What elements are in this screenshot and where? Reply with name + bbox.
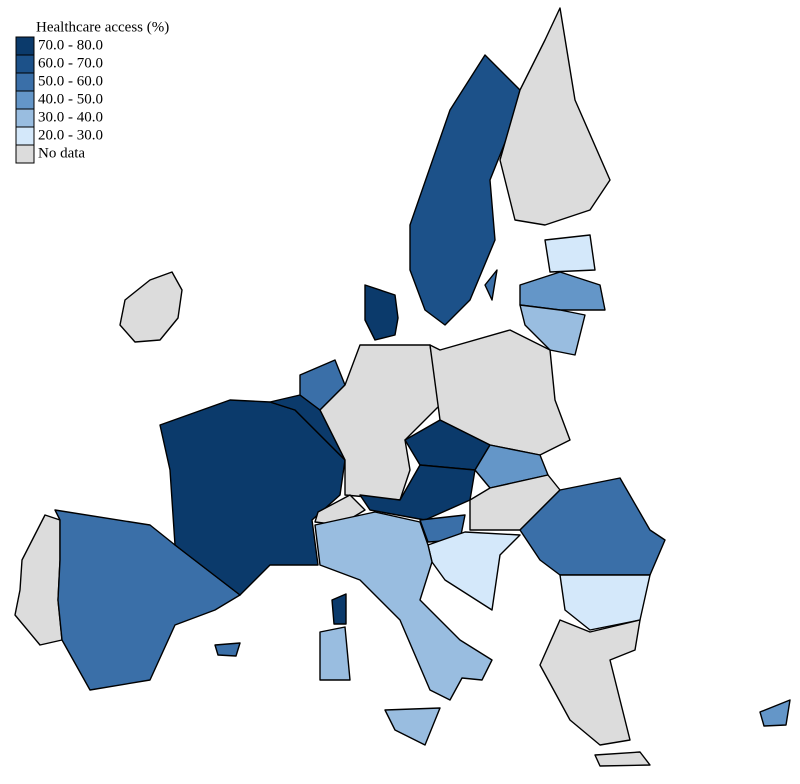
legend-swatch [15, 72, 35, 92]
legend-swatch [15, 36, 35, 56]
region [319, 626, 351, 681]
legend-swatch [15, 144, 35, 164]
region [499, 7, 611, 226]
region [539, 619, 641, 746]
regions [14, 7, 791, 767]
legend-label: 40.0 - 50.0 [38, 91, 103, 107]
region [359, 464, 476, 521]
region [474, 444, 549, 489]
legend: Healthcare access (%) 70.0 - 80.0 60.0 - … [15, 19, 169, 164]
region [429, 329, 571, 456]
region [544, 234, 596, 273]
legend-swatch [15, 108, 35, 128]
region [384, 707, 441, 746]
region [364, 284, 399, 341]
region [331, 593, 347, 625]
legend-title: Healthcare access (%) [36, 19, 169, 35]
legend-swatch [15, 54, 35, 74]
region [519, 304, 586, 356]
region [484, 269, 498, 301]
region [759, 699, 791, 727]
region [519, 477, 666, 576]
region [594, 751, 651, 767]
region [214, 642, 241, 657]
region [314, 511, 493, 701]
region [119, 271, 183, 343]
legend-label: 50.0 - 60.0 [38, 73, 103, 89]
legend-label: 20.0 - 30.0 [38, 127, 103, 143]
region [427, 531, 521, 611]
region [409, 54, 521, 326]
legend-label: No data [38, 145, 85, 161]
legend-label: 70.0 - 80.0 [38, 37, 103, 53]
legend-label: 30.0 - 40.0 [38, 109, 103, 125]
legend-swatch [15, 126, 35, 146]
legend-swatch [15, 90, 35, 110]
legend-label: 60.0 - 70.0 [38, 55, 103, 71]
